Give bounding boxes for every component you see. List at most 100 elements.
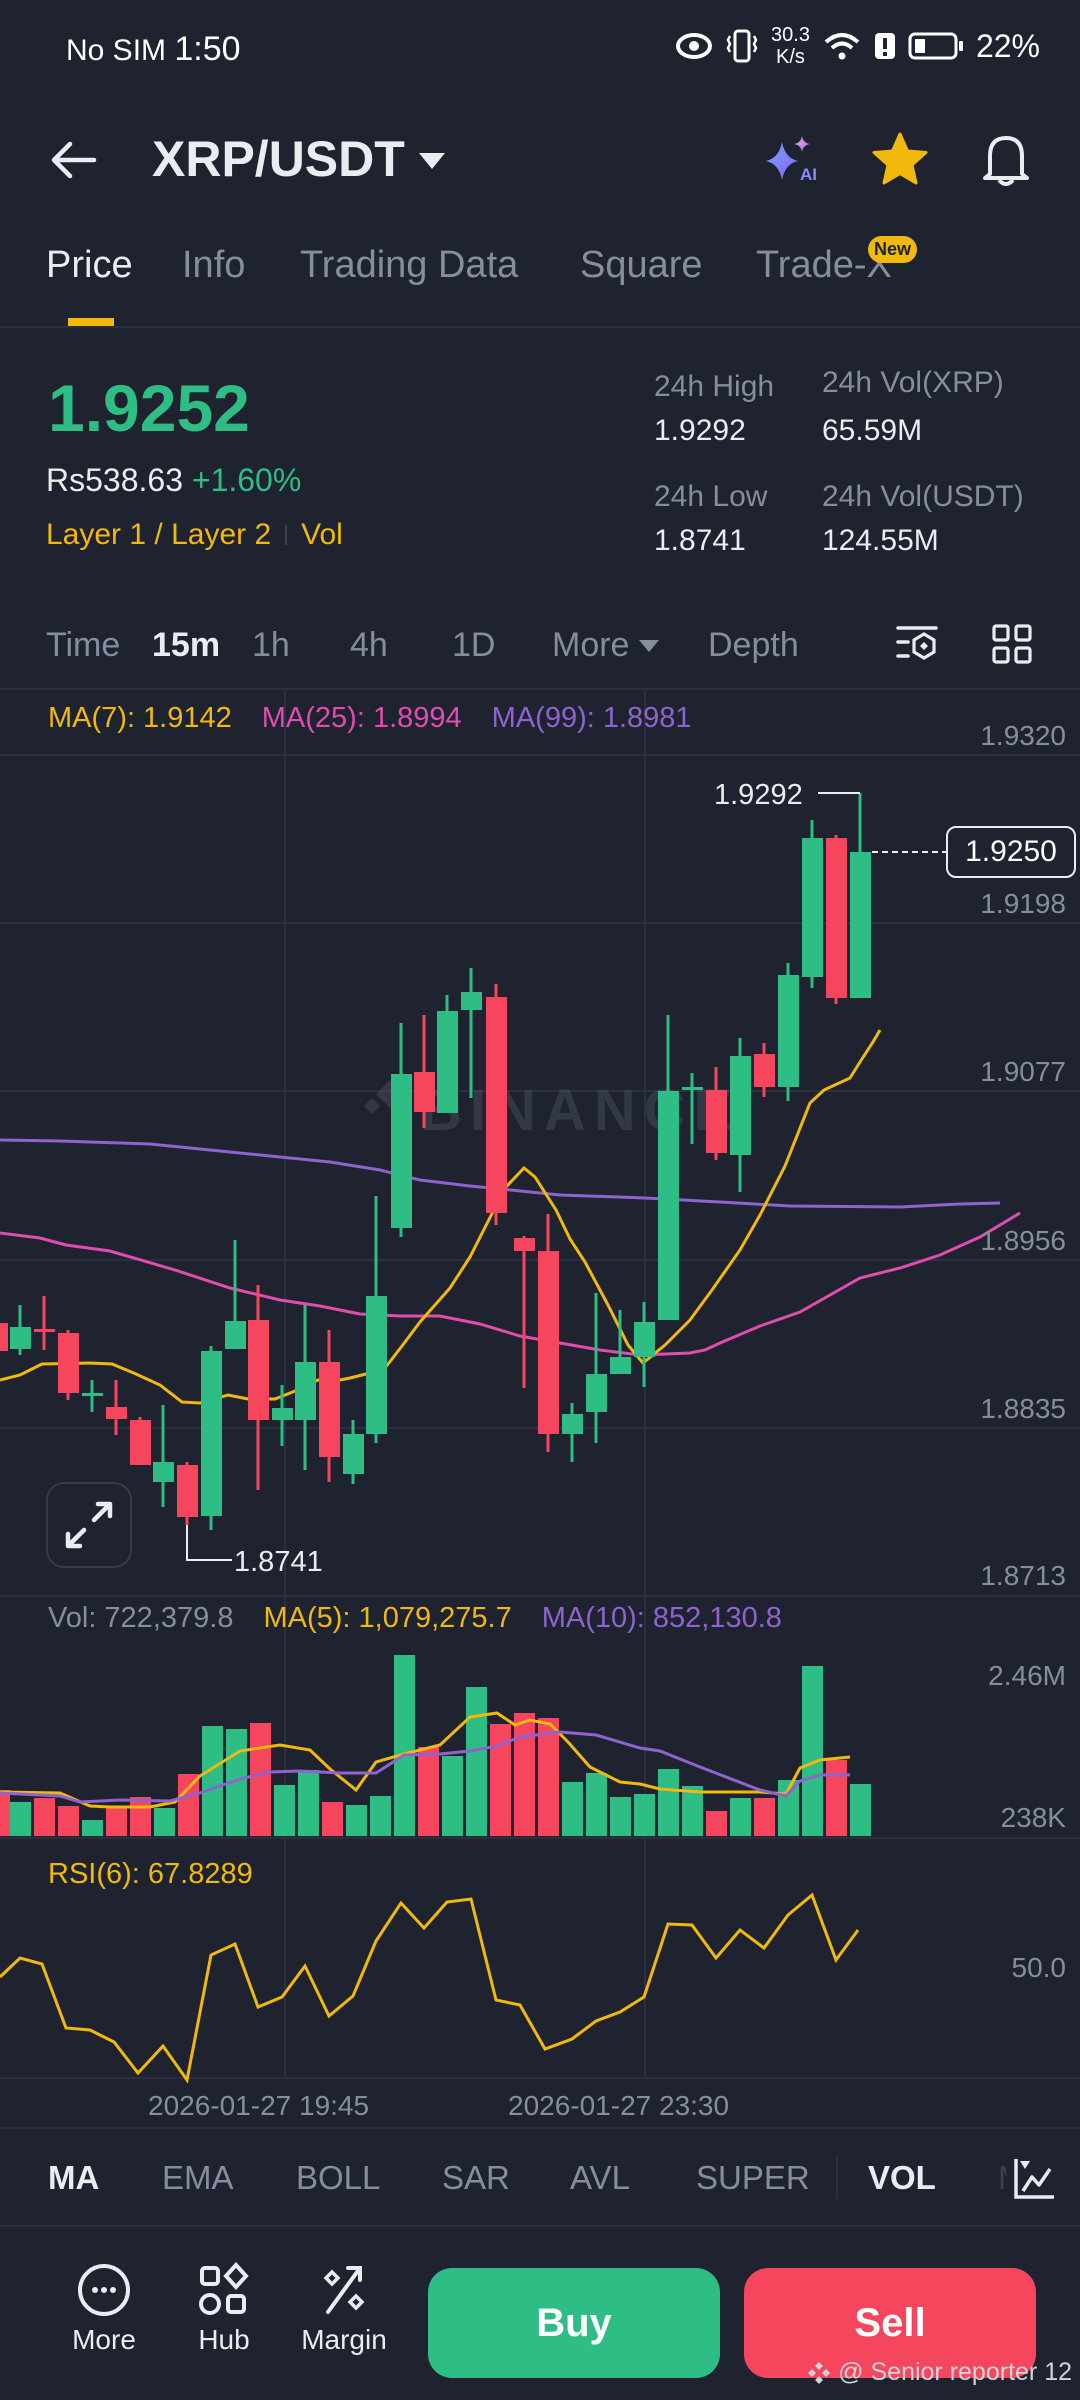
expand-arrows-icon bbox=[65, 1501, 113, 1549]
net-speed-unit: K/s bbox=[776, 46, 805, 68]
margin-label: Margin bbox=[301, 2324, 387, 2355]
fiat-row: Rs538.63 +1.60% bbox=[46, 462, 301, 499]
tag-divider bbox=[285, 525, 288, 545]
indicator-ema[interactable]: EMA bbox=[162, 2159, 234, 2196]
credit-watermark: @ Senior reporter 12 bbox=[806, 2358, 1072, 2387]
header: XRP/USDT AI bbox=[0, 110, 1080, 210]
net-speed: 30.3 K/s bbox=[771, 24, 810, 68]
carrier-label: No SIM bbox=[66, 34, 167, 67]
interval-4h[interactable]: 4h bbox=[350, 626, 388, 664]
star-icon[interactable] bbox=[868, 128, 932, 192]
volume-legend: Vol: 722,379.8 MA(5): 1,079,275.7 MA(10)… bbox=[48, 1602, 782, 1635]
interval-time[interactable]: Time bbox=[46, 626, 121, 664]
more-button[interactable]: More bbox=[54, 2262, 154, 2356]
x-tick: 2026-01-27 19:45 bbox=[148, 2090, 370, 2121]
low-marker: 1.8741 bbox=[234, 1546, 323, 1578]
interval-1h[interactable]: 1h bbox=[252, 626, 290, 664]
more-dots-icon bbox=[78, 2264, 130, 2316]
fullscreen-button[interactable] bbox=[46, 1482, 132, 1568]
vol-quote-label: 24h Vol(USDT) bbox=[822, 480, 1024, 513]
candles bbox=[0, 793, 871, 1530]
chart-settings-icon[interactable] bbox=[894, 622, 940, 668]
svg-text:AI: AI bbox=[800, 165, 817, 184]
tab-price[interactable]: Price bbox=[46, 244, 133, 286]
indicator-boll[interactable]: BOLL bbox=[296, 2159, 381, 2196]
back-arrow-icon[interactable] bbox=[46, 132, 102, 188]
candlestick-chart[interactable]: BINANCE bbox=[0, 690, 1080, 2130]
hub-button[interactable]: Hub bbox=[174, 2262, 274, 2356]
net-speed-value: 30.3 bbox=[771, 24, 810, 46]
low-label: 24h Low bbox=[654, 480, 768, 513]
indicator-super[interactable]: SUPER bbox=[696, 2159, 810, 2196]
buy-button[interactable]: Buy bbox=[428, 2268, 720, 2378]
battery-icon bbox=[908, 32, 963, 60]
vol-base-label: 24h Vol(XRP) bbox=[822, 366, 1004, 399]
ai-sparkle-icon[interactable]: AI bbox=[760, 128, 824, 192]
indicator-settings-icon[interactable] bbox=[1012, 2155, 1058, 2201]
interval-more[interactable]: More bbox=[552, 626, 660, 665]
more-label: More bbox=[72, 2324, 136, 2355]
indicator-sar[interactable]: SAR bbox=[442, 2159, 510, 2196]
y-tick: 1.9320 bbox=[980, 720, 1066, 751]
hub-grid-icon bbox=[199, 2262, 249, 2315]
ma99-value: MA(99): 1.8981 bbox=[491, 702, 692, 734]
interval-1d[interactable]: 1D bbox=[452, 626, 496, 664]
vibrate-icon bbox=[726, 29, 758, 63]
last-price: 1.9252 bbox=[48, 371, 250, 445]
current-price-tag[interactable]: 1.9250 bbox=[946, 826, 1076, 878]
alert-icon bbox=[874, 33, 895, 59]
tag-row: Layer 1 / Layer 2 Vol bbox=[46, 518, 343, 552]
tab-square[interactable]: Square bbox=[580, 244, 703, 286]
vol-ma5: MA(5): 1,079,275.7 bbox=[263, 1602, 512, 1634]
active-tab-indicator bbox=[68, 318, 114, 326]
binance-logo-icon bbox=[808, 2361, 831, 2384]
y-tick: 1.8956 bbox=[980, 1225, 1066, 1256]
pair-label: XRP/USDT bbox=[152, 131, 405, 187]
high-value: 1.9292 bbox=[654, 414, 746, 447]
binance-watermark: BINANCE bbox=[364, 1078, 732, 1143]
fiat-price: Rs538.63 bbox=[46, 462, 183, 498]
vol-base-value: 65.59M bbox=[822, 414, 923, 447]
ma7-value: MA(7): 1.9142 bbox=[48, 702, 232, 734]
high-marker: 1.9292 bbox=[714, 779, 803, 811]
tag-vol[interactable]: Vol bbox=[301, 518, 343, 551]
status-right: 30.3 K/s 22% bbox=[675, 24, 1040, 68]
tab-trading-data[interactable]: Trading Data bbox=[300, 244, 519, 286]
indicator-vol[interactable]: VOL bbox=[868, 2159, 936, 2196]
ma-legend: MA(7): 1.9142 MA(25): 1.8994 MA(99): 1.8… bbox=[48, 702, 692, 735]
indicator-divider bbox=[836, 2155, 838, 2199]
status-left: No SIM 1:50 bbox=[66, 30, 241, 69]
vol-ma10: MA(10): 852,130.8 bbox=[541, 1602, 782, 1634]
eye-icon bbox=[676, 33, 713, 59]
y-tick: 1.8713 bbox=[980, 1560, 1066, 1591]
y-tick: 1.9198 bbox=[980, 888, 1066, 919]
status-bar: No SIM 1:50 30.3 K/s 22% bbox=[0, 0, 1080, 100]
interval-depth[interactable]: Depth bbox=[708, 626, 799, 664]
pair-selector[interactable]: XRP/USDT bbox=[152, 130, 445, 188]
indicator-ma[interactable]: MA bbox=[48, 2159, 100, 2196]
tab-info[interactable]: Info bbox=[182, 244, 246, 286]
bell-icon[interactable] bbox=[974, 128, 1038, 192]
wifi-icon bbox=[824, 33, 860, 60]
vol-value: Vol: 722,379.8 bbox=[48, 1602, 234, 1634]
y-tick: 1.8835 bbox=[980, 1393, 1066, 1424]
margin-button[interactable]: Margin bbox=[294, 2262, 394, 2356]
tag-layer[interactable]: Layer 1 / Layer 2 bbox=[46, 518, 272, 551]
interval-15m[interactable]: 15m bbox=[152, 626, 221, 664]
grid-layout-icon[interactable] bbox=[990, 622, 1034, 666]
caret-down-icon bbox=[418, 153, 445, 169]
indicator-next[interactable]: M bbox=[998, 2159, 1006, 2197]
volume-bars bbox=[0, 1655, 871, 1836]
sell-button[interactable]: Sell bbox=[744, 2268, 1036, 2378]
margin-percent-icon bbox=[323, 2266, 365, 2314]
rsi-y-tick: 50.0 bbox=[1011, 1952, 1067, 1983]
bottom-action-bar: More Hub Margin Buy Sell bbox=[0, 2228, 1080, 2400]
y-tick: 1.9077 bbox=[980, 1056, 1066, 1087]
clock: 1:50 bbox=[174, 30, 241, 68]
new-badge: New bbox=[868, 236, 918, 263]
vol-y-tick: 238K bbox=[1000, 1802, 1066, 1833]
indicator-avl[interactable]: AVL bbox=[570, 2159, 630, 2196]
change-percent: +1.60% bbox=[191, 462, 302, 498]
interval-bar: Time 15m 1h 4h 1D More Depth bbox=[0, 600, 1080, 690]
vol-y-tick: 2.46M bbox=[988, 1660, 1066, 1691]
